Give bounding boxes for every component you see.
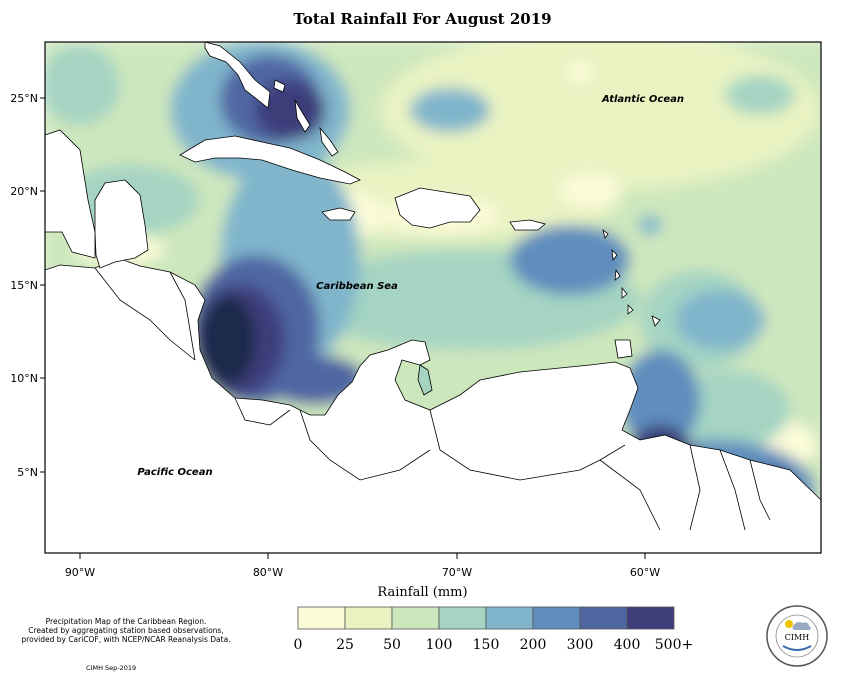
longitude-axis: 90°W 80°W 70°W 60°W bbox=[65, 553, 660, 579]
rainfall-legend: 0 25 50 100 150 200 300 400 500+ bbox=[294, 606, 693, 653]
legend-tick-label: 25 bbox=[336, 637, 354, 653]
cimh-logo-icon bbox=[766, 605, 828, 667]
lat-tick-label: 20°N bbox=[10, 185, 38, 198]
legend-swatch bbox=[485, 606, 534, 630]
legend-tick-label: 500+ bbox=[655, 637, 693, 653]
pacific-ocean-label: Pacific Ocean bbox=[137, 467, 212, 478]
legend-tick-label: 0 bbox=[294, 637, 303, 653]
legend-swatch bbox=[438, 606, 487, 630]
lon-tick-label: 80°W bbox=[253, 566, 283, 579]
lat-tick-label: 5°N bbox=[17, 466, 38, 479]
footer-stamp: CIMH Sep-2019 bbox=[86, 664, 137, 672]
atlantic-ocean-label: Atlantic Ocean bbox=[601, 94, 684, 105]
legend-swatch bbox=[626, 606, 675, 630]
legend-tick-label: 50 bbox=[383, 637, 401, 653]
footer-line: Created by aggregating station based obs… bbox=[28, 626, 224, 635]
map-area bbox=[45, 42, 821, 553]
legend-swatch bbox=[579, 606, 628, 630]
legend-title: Rainfall (mm) bbox=[377, 585, 468, 600]
footer-note: Precipitation Map of the Caribbean Regio… bbox=[12, 617, 240, 644]
land-masses bbox=[45, 42, 821, 553]
legend-tick-label: 150 bbox=[473, 637, 500, 653]
lon-tick-label: 60°W bbox=[630, 566, 660, 579]
legend-tick-label: 300 bbox=[567, 637, 594, 653]
caribbean-sea-label: Caribbean Sea bbox=[316, 281, 398, 292]
footer-line: provided by CariCOF, with NCEP/NCAR Rean… bbox=[21, 635, 231, 644]
footer-line: Precipitation Map of the Caribbean Regio… bbox=[45, 617, 207, 626]
latitude-axis: 25°N 20°N 15°N 10°N 5°N bbox=[10, 92, 45, 479]
map-title: Total Rainfall For August 2019 bbox=[293, 10, 552, 28]
lon-tick-label: 90°W bbox=[65, 566, 95, 579]
legend-tick-label: 100 bbox=[426, 637, 453, 653]
legend-swatch bbox=[297, 606, 346, 630]
logo-text: CIMH bbox=[784, 633, 810, 642]
map-frame bbox=[44, 41, 822, 554]
lon-tick-label: 70°W bbox=[442, 566, 472, 579]
legend-swatch bbox=[391, 606, 440, 630]
lat-tick-label: 15°N bbox=[10, 279, 38, 292]
legend-tick-label: 400 bbox=[614, 637, 641, 653]
lat-tick-label: 25°N bbox=[10, 92, 38, 105]
legend-swatch bbox=[344, 606, 393, 630]
legend-tick-label: 200 bbox=[520, 637, 547, 653]
legend-swatch bbox=[532, 606, 581, 630]
lat-tick-label: 10°N bbox=[10, 372, 38, 385]
